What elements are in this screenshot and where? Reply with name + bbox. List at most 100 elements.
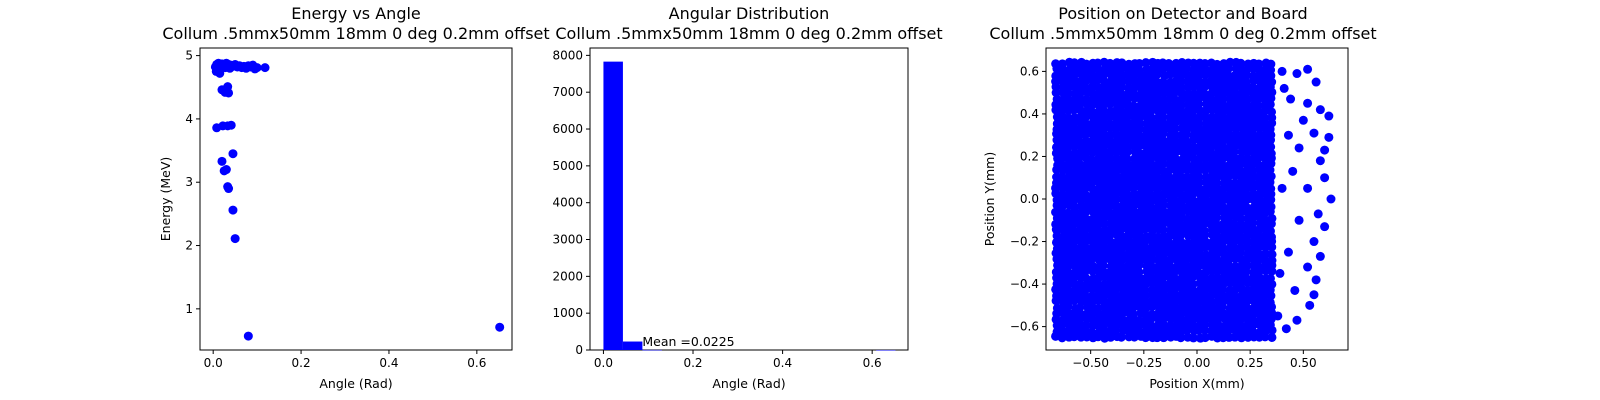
data-point — [1286, 94, 1296, 104]
data-point — [1266, 202, 1276, 212]
data-point — [1294, 143, 1304, 153]
data-point — [1311, 77, 1321, 87]
y-tick-label: 3000 — [552, 233, 583, 247]
data-point — [1058, 160, 1068, 170]
chart-2-bars — [603, 61, 896, 351]
x-tick-label: 0.6 — [467, 356, 486, 370]
data-point — [1080, 273, 1090, 283]
data-point — [1134, 267, 1144, 277]
data-point — [1194, 268, 1204, 278]
data-point — [1315, 105, 1325, 115]
data-point — [1212, 131, 1222, 141]
y-tick-label: 2 — [185, 239, 193, 253]
data-point — [1074, 136, 1084, 146]
x-tick-label: 0.00 — [1184, 356, 1211, 370]
data-point — [1134, 65, 1144, 75]
data-point — [1147, 160, 1157, 170]
data-point — [1146, 113, 1156, 123]
data-point — [1081, 119, 1091, 129]
data-point — [1188, 333, 1198, 343]
data-point — [1201, 160, 1211, 170]
data-point — [221, 165, 231, 175]
chart-angular-distribution: Angular Distribution Collum .5mmx50mm 18… — [552, 4, 942, 391]
data-point — [1081, 214, 1091, 224]
data-point — [1194, 303, 1204, 313]
data-point — [1320, 222, 1330, 232]
x-tick-label: −0.50 — [1072, 356, 1109, 370]
histogram-bar — [642, 349, 662, 351]
chart-2-x-axis-label: Angle (Rad) — [712, 376, 785, 391]
data-point — [1229, 71, 1239, 81]
data-point — [1188, 112, 1198, 122]
data-point — [1146, 89, 1156, 99]
data-point — [1275, 268, 1285, 278]
data-point — [1075, 303, 1085, 313]
data-point — [1051, 59, 1061, 69]
y-tick-label: 3 — [185, 175, 193, 189]
chart-1-y-ticks: 1 2 3 4 5 — [185, 49, 200, 316]
data-point — [1069, 243, 1079, 253]
data-point — [1279, 83, 1289, 93]
data-point — [1147, 273, 1157, 283]
data-point — [260, 63, 270, 73]
chart-3-subtitle: Collum .5mmx50mm 18mm 0 deg 0.2mm offset — [989, 24, 1376, 43]
data-point — [1141, 213, 1151, 223]
data-point — [1247, 321, 1257, 331]
data-point — [1063, 148, 1073, 158]
data-point — [1064, 82, 1074, 92]
histogram-bar — [603, 61, 623, 350]
data-point — [1146, 202, 1156, 212]
data-point — [1259, 291, 1269, 301]
data-point — [1159, 136, 1169, 146]
data-point — [215, 68, 225, 78]
data-point — [1292, 315, 1302, 325]
data-point — [1290, 285, 1300, 295]
data-point — [1158, 106, 1168, 116]
data-point — [1159, 327, 1169, 337]
data-point — [1324, 111, 1334, 121]
data-point — [1315, 156, 1325, 166]
data-point — [1242, 190, 1252, 200]
y-tick-label: 4000 — [552, 196, 583, 210]
data-point — [1086, 155, 1096, 165]
data-point — [1241, 274, 1251, 284]
data-point — [1254, 59, 1264, 69]
data-point — [1243, 304, 1253, 314]
data-point — [230, 234, 240, 244]
chart-3-points — [1051, 57, 1336, 343]
chart-2-title: Angular Distribution — [669, 4, 830, 23]
chart-3-x-ticks: −0.50 −0.25 0.00 0.25 0.50 — [1072, 350, 1317, 370]
data-point — [1188, 321, 1198, 331]
data-point — [1265, 226, 1275, 236]
data-point — [1116, 106, 1126, 116]
data-point — [1266, 142, 1276, 152]
data-point — [1105, 58, 1115, 68]
data-point — [495, 322, 505, 332]
data-point — [1260, 255, 1270, 265]
data-point — [1320, 173, 1330, 183]
y-tick-label: 8000 — [552, 48, 583, 62]
data-point — [1241, 77, 1251, 87]
y-tick-label: 5 — [185, 49, 193, 63]
chart-2-x-ticks: 0.0 0.2 0.4 0.6 — [594, 350, 882, 370]
data-point — [1128, 309, 1138, 319]
data-point — [1081, 190, 1091, 200]
data-point — [1247, 125, 1257, 135]
y-tick-label: −0.4 — [1010, 277, 1039, 291]
data-point — [1099, 106, 1109, 116]
x-tick-label: 0.4 — [773, 356, 792, 370]
data-point — [1230, 178, 1240, 188]
data-point — [1236, 58, 1246, 68]
data-point — [1265, 273, 1275, 283]
data-point — [1324, 132, 1334, 142]
data-point — [1292, 69, 1302, 79]
data-point — [1273, 311, 1283, 321]
chart-2-subtitle: Collum .5mmx50mm 18mm 0 deg 0.2mm offset — [555, 24, 942, 43]
data-point — [1212, 59, 1222, 69]
data-point — [1248, 83, 1258, 93]
data-point — [1068, 226, 1078, 236]
y-tick-label: 5000 — [552, 159, 583, 173]
data-point — [1087, 65, 1097, 75]
data-point — [1254, 160, 1264, 170]
data-point — [1176, 315, 1186, 325]
